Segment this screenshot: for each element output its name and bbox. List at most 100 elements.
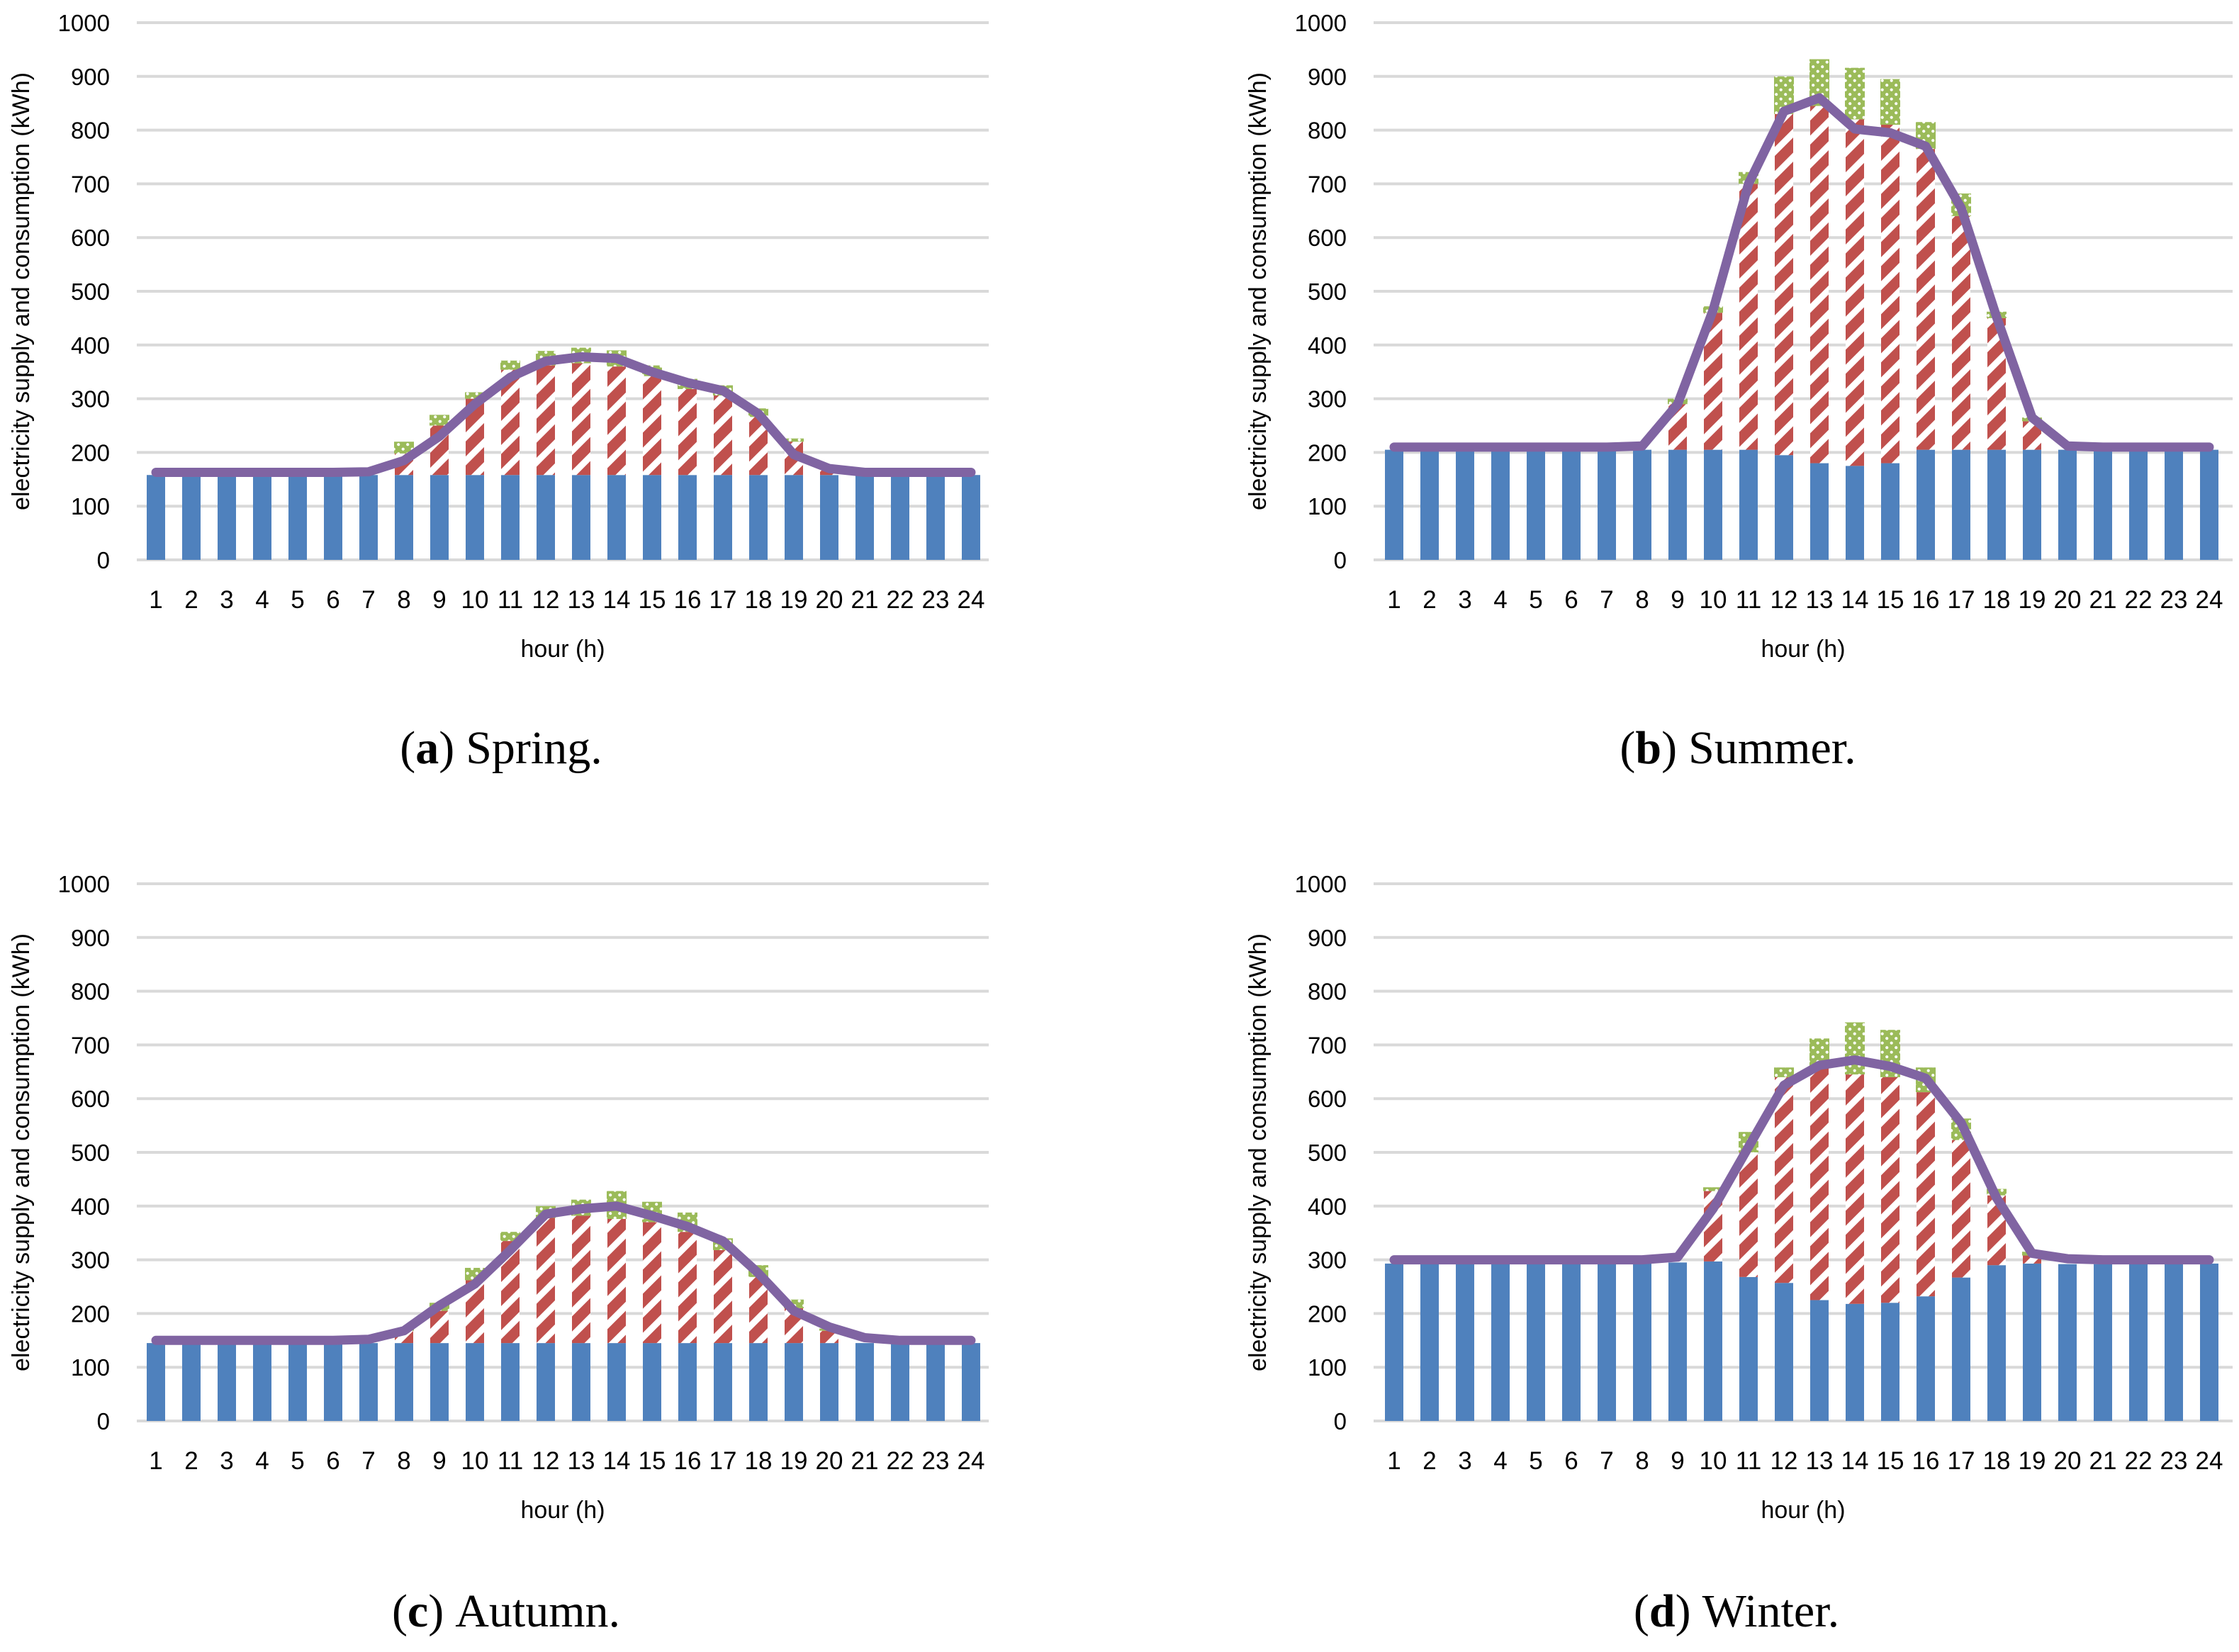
bar-segment: [1774, 1067, 1794, 1077]
chart-summer: 0 100 200 300 400 500 600 700 800 900 1000 electric…: [1245, 10, 2233, 663]
svg-text:10: 10: [1700, 586, 1727, 614]
bar-segment: [394, 442, 414, 454]
svg-text:21: 21: [851, 1447, 879, 1475]
bar-segment: [2023, 1263, 2041, 1421]
bar-segment: [643, 376, 661, 476]
svg-text:11: 11: [1736, 1447, 1761, 1475]
bar-segment: [1420, 449, 1439, 560]
caption-letter: b: [1635, 722, 1662, 774]
bar-segment: [465, 392, 485, 399]
svg-text:4: 4: [255, 1447, 269, 1475]
svg-text:24: 24: [2196, 1447, 2223, 1475]
bar-segment: [1775, 1077, 1793, 1283]
caption-open-paren: (: [1620, 722, 1636, 774]
svg-text:500: 500: [71, 1140, 110, 1166]
bar-segment: [288, 475, 307, 560]
bar-segment: [501, 475, 520, 560]
bar-segment: [1704, 1261, 1722, 1421]
svg-text:14: 14: [603, 586, 631, 614]
bar-segment: [1668, 1262, 1687, 1421]
bar-segment: [2200, 449, 2218, 560]
caption-close-paren: ): [1661, 722, 1678, 774]
bar-segment: [537, 1343, 555, 1421]
svg-text:20: 20: [2054, 586, 2082, 614]
svg-text:800: 800: [1308, 979, 1347, 1005]
bar-segment: [1917, 149, 1935, 450]
svg-text:3: 3: [220, 1447, 233, 1475]
bar-segment: [1881, 1077, 1899, 1303]
bar-segment: [2094, 1264, 2112, 1421]
bar-segment: [359, 475, 378, 560]
bar-segment: [1775, 1283, 1793, 1421]
y-axis-title: electricity supply and consumption (kWh): [8, 72, 35, 510]
bar-segment: [678, 1343, 697, 1421]
svg-text:400: 400: [71, 332, 110, 359]
svg-text:20: 20: [816, 586, 843, 614]
bar-segment: [785, 475, 803, 560]
bar-segment: [2129, 449, 2148, 560]
gridlines: [137, 21, 989, 561]
svg-text:11: 11: [1736, 586, 1761, 614]
svg-text:0: 0: [97, 547, 110, 573]
bar-segment: [288, 1343, 307, 1421]
svg-text:19: 19: [2019, 1447, 2046, 1475]
bar-segment: [714, 1249, 732, 1344]
bar-segment: [2165, 449, 2183, 560]
caption-summer: (b) Summer.: [1620, 721, 1856, 775]
bar-segment: [1952, 215, 1970, 450]
bar-segment: [1810, 1067, 1829, 1300]
bar-segment: [678, 388, 697, 476]
svg-text:10: 10: [461, 1447, 489, 1475]
bar-segment: [678, 475, 697, 560]
svg-text:100: 100: [1308, 1354, 1347, 1381]
bar-segment: [749, 475, 768, 560]
bar-segment: [1775, 113, 1793, 456]
bar-segment: [395, 475, 413, 560]
svg-text:22: 22: [887, 1447, 914, 1475]
bar-segment: [1739, 184, 1758, 450]
gridlines: [1374, 21, 2233, 561]
svg-text:24: 24: [2196, 586, 2223, 614]
bar-segment: [2058, 1264, 2077, 1421]
svg-text:13: 13: [1806, 1447, 1834, 1475]
svg-text:21: 21: [2089, 586, 2117, 614]
caption-open-paren: (: [391, 1585, 408, 1637]
bar-segment: [1668, 449, 1687, 560]
bar-segment: [1810, 1300, 1829, 1421]
bar-segment: [1739, 1276, 1758, 1421]
bar-segment: [2058, 449, 2077, 560]
svg-text:600: 600: [71, 225, 110, 251]
bar-segment: [430, 475, 449, 560]
bar-segment: [1810, 106, 1829, 463]
svg-text:10: 10: [1700, 1447, 1727, 1475]
svg-text:5: 5: [1529, 1447, 1542, 1475]
caption-letter: c: [407, 1585, 429, 1637]
bar-segment: [572, 1343, 590, 1421]
svg-text:20: 20: [2054, 1447, 2082, 1475]
bar-segment: [643, 475, 661, 560]
red-hatched-bars: [395, 1215, 838, 1344]
svg-text:900: 900: [1308, 64, 1347, 90]
bar-segment: [820, 475, 838, 560]
bar-segment: [430, 1343, 449, 1421]
bar-segment: [1952, 1140, 1970, 1278]
svg-text:22: 22: [2125, 586, 2153, 614]
x-axis-title: hour (h): [1761, 1497, 1845, 1524]
bar-segment: [1704, 449, 1722, 560]
caption-spring: (a) Spring.: [400, 721, 602, 775]
bar-segment: [2129, 1264, 2148, 1421]
svg-text:600: 600: [1308, 1086, 1347, 1112]
svg-text:13: 13: [1806, 586, 1834, 614]
bar-segment: [678, 1232, 697, 1344]
caption-close-paren: ): [439, 722, 455, 774]
bar-segment: [2023, 1255, 2041, 1264]
svg-text:15: 15: [1877, 586, 1904, 614]
svg-text:15: 15: [639, 586, 666, 614]
svg-text:8: 8: [397, 586, 410, 614]
caption-label: Winter.: [1702, 1585, 1840, 1637]
x-axis-tick-labels: 1 2 3 4 5 6 7 8 9 10 11 12 13 14 15 16 17 18 19 20 21 22 23 24: [1387, 586, 2223, 614]
svg-text:14: 14: [1841, 1447, 1869, 1475]
x-axis-title: hour (h): [1761, 636, 1845, 663]
svg-text:9: 9: [432, 1447, 446, 1475]
